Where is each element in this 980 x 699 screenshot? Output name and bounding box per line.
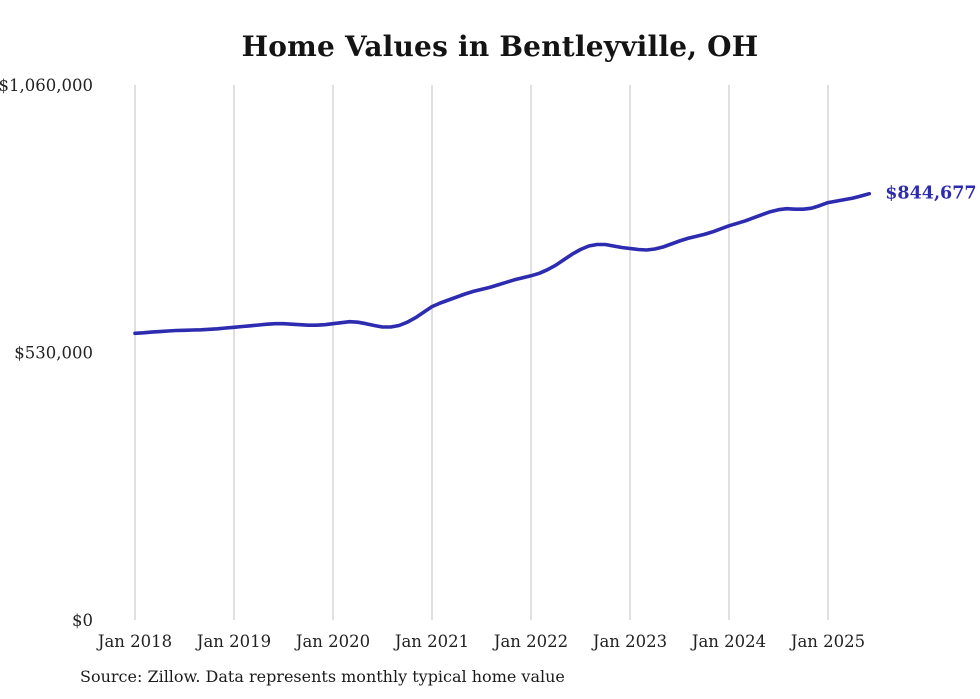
x-axis-label: Jan 2025 [789, 632, 865, 651]
x-axis-label: Jan 2021 [393, 632, 469, 651]
y-axis-label: $1,060,000 [0, 76, 93, 95]
home-value-line [133, 191, 872, 336]
end-value-label: $844,677 [885, 184, 976, 204]
x-axis-label: Jan 2019 [195, 632, 271, 651]
x-axis-label: Jan 2020 [294, 632, 370, 651]
x-axis-label: Jan 2024 [690, 632, 766, 651]
chart-title: Home Values in Bentleyville, OH [241, 30, 759, 63]
source-note: Source: Zillow. Data represents monthly … [80, 667, 565, 686]
x-axis-label: Jan 2022 [492, 632, 568, 651]
y-axis-label: $530,000 [14, 344, 93, 363]
x-axis-label: Jan 2018 [96, 632, 172, 651]
x-axis-label: Jan 2023 [591, 632, 667, 651]
y-axis-label: $0 [72, 611, 93, 630]
